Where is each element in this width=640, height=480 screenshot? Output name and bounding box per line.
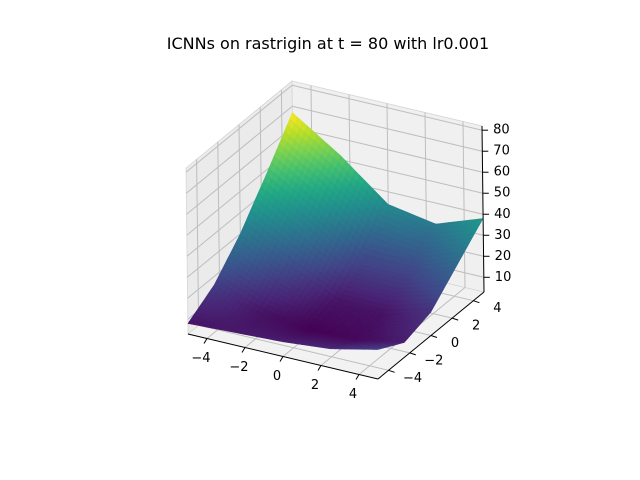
- y-tick: [409, 352, 416, 356]
- y-grid-floor: [198, 324, 389, 371]
- y-tick-label: 4: [493, 301, 501, 316]
- z-tick-label: 10: [495, 270, 512, 285]
- y-tick: [430, 335, 438, 338]
- y-tick-label: −2: [424, 353, 443, 368]
- z-tick-label: 80: [493, 123, 510, 138]
- surface: [187, 112, 484, 350]
- y-tick-label: 0: [451, 336, 459, 351]
- x-tick-label: −2: [229, 360, 248, 375]
- z-tick-label: 60: [494, 165, 511, 180]
- x-tick-label: 0: [273, 369, 281, 384]
- z-grid-back: [291, 84, 483, 131]
- y-tick: [473, 300, 480, 304]
- x-tick: [355, 374, 360, 380]
- z-tick-label: 30: [494, 228, 511, 243]
- y-tick: [452, 317, 459, 321]
- z-grid-left: [186, 126, 293, 215]
- z-axis-line: [481, 125, 485, 293]
- chart-title: ICNNs on rastrigin at t = 80 with lr0.00…: [167, 34, 489, 53]
- x-tick-label: 2: [311, 378, 319, 393]
- z-grid-left: [185, 105, 293, 194]
- y-tick: [388, 369, 395, 373]
- z-tick-label: 20: [495, 249, 512, 264]
- x-tick: [241, 347, 246, 353]
- z-tick-label: 70: [493, 144, 510, 159]
- y-tick-label: −4: [403, 371, 422, 386]
- surface-patch: [187, 319, 196, 325]
- z-tick-label: 50: [494, 186, 511, 201]
- x-tick-label: 4: [349, 387, 357, 402]
- x-tick: [317, 365, 322, 371]
- z-grid-back: [292, 126, 483, 173]
- z-tick-label: 40: [494, 207, 511, 222]
- x-tick: [203, 338, 208, 344]
- z-grid-back: [292, 105, 483, 152]
- y-tick-label: 2: [472, 319, 480, 334]
- y-grid-wall: [196, 159, 200, 326]
- x-grid-wall: [462, 121, 466, 288]
- x-tick: [279, 356, 284, 362]
- z-grid-left: [185, 84, 293, 173]
- x-tick-label: −4: [191, 351, 210, 366]
